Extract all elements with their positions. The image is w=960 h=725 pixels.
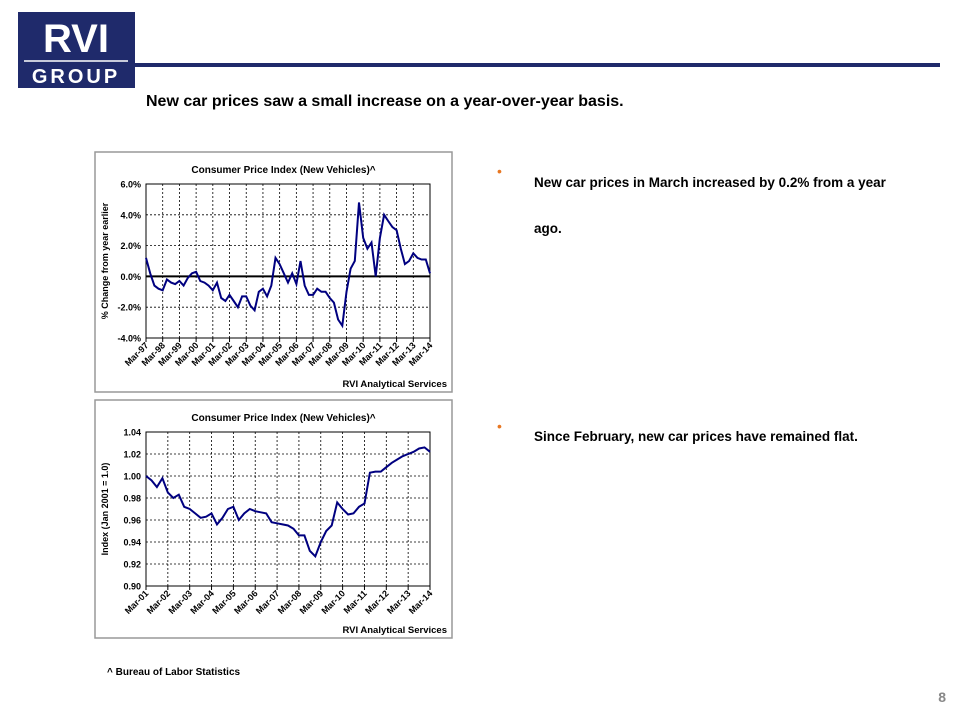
- y-tick-label: 6.0%: [120, 180, 141, 190]
- chart-title: Consumer Price Index (New Vehicles)^: [191, 413, 375, 424]
- bullet-text: Since February, new car prices have rema…: [534, 429, 858, 444]
- source-label: RVI Analytical Services: [342, 625, 447, 636]
- logo-top: RVI: [43, 17, 109, 61]
- y-tick-label: 1.00: [123, 472, 141, 482]
- y-tick-label: 0.90: [123, 582, 141, 592]
- y-tick-label: -2.0%: [117, 303, 141, 313]
- y-tick-label: 1.02: [123, 450, 141, 460]
- y-axis-label: % Change from year earlier: [100, 202, 110, 319]
- page-number: 8: [938, 689, 946, 705]
- plot-area: [145, 183, 431, 339]
- header-rule: [135, 63, 940, 67]
- bullet-text: New car prices in March increased by 0.2…: [534, 175, 886, 236]
- y-tick-label: 4.0%: [120, 210, 141, 220]
- data-line: [145, 446, 431, 559]
- bullet-box: New car prices in March increased by 0.2…: [534, 175, 886, 236]
- bullet-box: Since February, new car prices have rema…: [534, 429, 858, 444]
- logo-bottom: GROUP: [32, 66, 120, 88]
- plot-area: [145, 431, 431, 587]
- y-tick-label: 0.0%: [120, 272, 141, 282]
- slide-title: New car prices saw a small increase on a…: [146, 93, 624, 110]
- source-label: RVI Analytical Services: [342, 379, 447, 390]
- y-tick-label: 0.96: [123, 516, 141, 526]
- chart-title: Consumer Price Index (New Vehicles)^: [191, 165, 375, 176]
- y-tick-label: 0.92: [123, 560, 141, 570]
- y-tick-label: 2.0%: [120, 241, 141, 251]
- y-tick-label: -4.0%: [117, 334, 141, 344]
- data-line: [145, 202, 431, 329]
- y-axis-label: Index (Jan 2001 = 1.0): [100, 463, 110, 556]
- y-tick-label: 0.94: [123, 538, 141, 548]
- bullet-dot: •: [497, 163, 502, 179]
- footnote: ^ Bureau of Labor Statistics: [107, 667, 241, 678]
- bullet-dot: •: [497, 418, 502, 434]
- y-tick-label: 0.98: [123, 494, 141, 504]
- y-tick-label: 1.04: [123, 428, 141, 438]
- logo-box: [18, 12, 135, 88]
